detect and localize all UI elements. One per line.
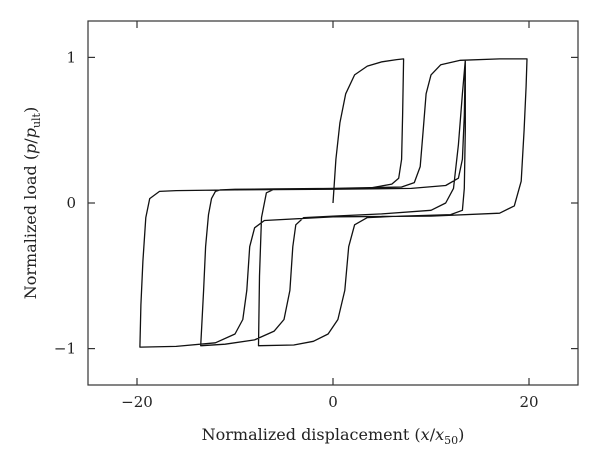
axis-ticks (88, 21, 578, 385)
series-line (139, 58, 528, 348)
x-tick-label: 20 (519, 393, 538, 411)
x-tick-label: 0 (328, 393, 338, 411)
y-axis-label: Normalized load (p/pult) (21, 107, 43, 299)
y-tick-label: −1 (54, 340, 76, 358)
y-tick-label: 0 (66, 194, 76, 212)
x-axis-label: Normalized displacement (x/x50) (202, 425, 465, 447)
x-tick-label: −20 (121, 393, 153, 411)
y-tick-label: 1 (66, 48, 76, 66)
tick-labels: −20 0 20 −1 0 1 (54, 48, 539, 411)
